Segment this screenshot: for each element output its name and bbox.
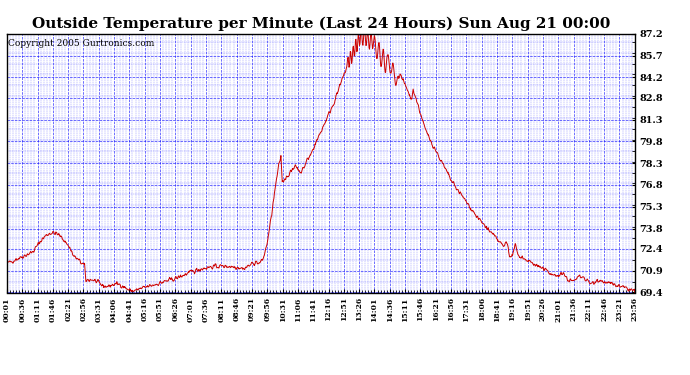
Text: Copyright 2005 Gurtronics.com: Copyright 2005 Gurtronics.com	[8, 39, 155, 48]
Title: Outside Temperature per Minute (Last 24 Hours) Sun Aug 21 00:00: Outside Temperature per Minute (Last 24 …	[32, 17, 610, 31]
